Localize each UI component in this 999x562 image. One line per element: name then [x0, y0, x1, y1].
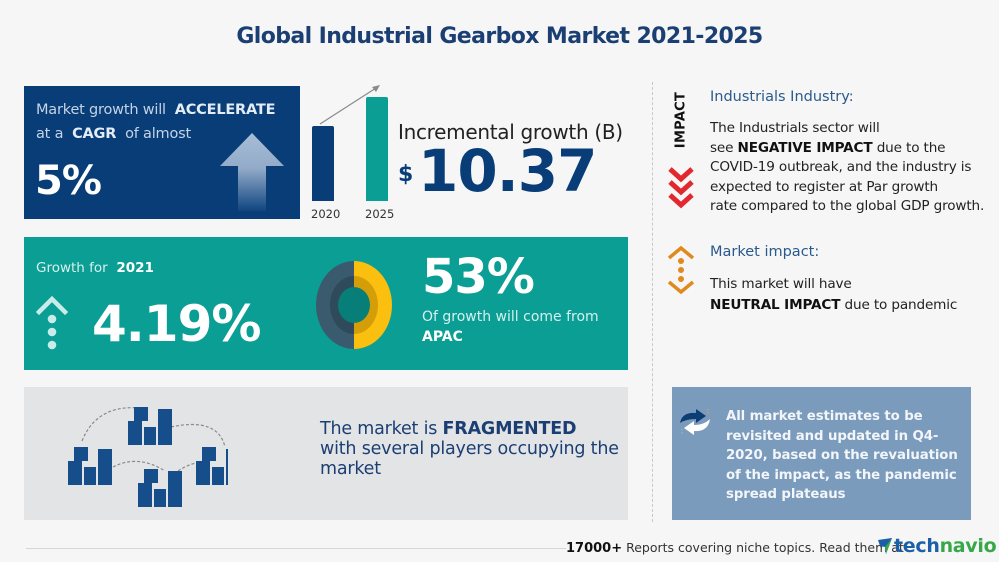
technavio-logo-mark-icon: [878, 538, 892, 554]
growth-up-icon: [36, 295, 69, 350]
apac-share-donut-icon: [316, 261, 392, 349]
footer-text: 17000+ Reports covering niche topics. Re…: [566, 540, 904, 556]
currency-symbol: $: [398, 162, 414, 187]
market-impact-title: Market impact:: [710, 244, 820, 260]
apac-region-label: APAC: [422, 329, 463, 345]
neutral-chevrons-icon: [667, 245, 695, 295]
cagr-line-1: Market growth will ACCELERATE: [36, 102, 276, 118]
bar-label-2020: 2020: [311, 207, 341, 221]
market-impact-body: This market will have NEUTRAL IMPACT due…: [710, 276, 958, 313]
industry-impact-body: The Industrials sector will see NEGATIVE…: [710, 120, 985, 214]
triple-chevron-down-icon: [668, 167, 694, 209]
impact-vertical-label: IMPACT: [673, 91, 689, 149]
bar-2025: [366, 97, 388, 201]
cagr-value: 5%: [35, 158, 102, 204]
up-arrow-icon: [220, 133, 284, 211]
footer-divider: [26, 548, 566, 549]
fragmented-statement: The market is FRAGMENTED with several pl…: [320, 419, 619, 479]
industry-impact-title: Industrials Industry:: [710, 89, 854, 105]
incremental-growth-value: 10.37: [418, 137, 597, 205]
technavio-logo[interactable]: technavio: [878, 535, 997, 557]
buildings-network-icon: [68, 407, 228, 507]
apac-share-text: Of growth will come from: [422, 309, 599, 325]
page-title: Global Industrial Gearbox Market 2021-20…: [236, 24, 763, 49]
column-divider: [652, 82, 653, 522]
growth-card: Growth for 2021 4.19% 53% Of growth will…: [24, 237, 628, 370]
apac-share-value: 53%: [422, 249, 535, 305]
growth-2021-value: 4.19%: [92, 295, 261, 353]
trend-arrow-icon: [319, 85, 380, 125]
bar-2020: [312, 126, 334, 201]
fragmented-card: The market is FRAGMENTED with several pl…: [24, 387, 628, 520]
revision-note-card: All market estimates to be revisited and…: [672, 387, 971, 520]
revision-note-text: All market estimates to be revisited and…: [726, 409, 958, 502]
refresh-icon: [680, 409, 710, 435]
cagr-card: Market growth will ACCELERATE at a CAGR …: [24, 86, 300, 219]
growth-year-label: Growth for 2021: [36, 260, 154, 276]
incremental-growth-label: Incremental growth (B): [398, 120, 623, 144]
bar-label-2025: 2025: [365, 207, 395, 221]
cagr-line-2: at a CAGR of almost: [36, 126, 191, 142]
